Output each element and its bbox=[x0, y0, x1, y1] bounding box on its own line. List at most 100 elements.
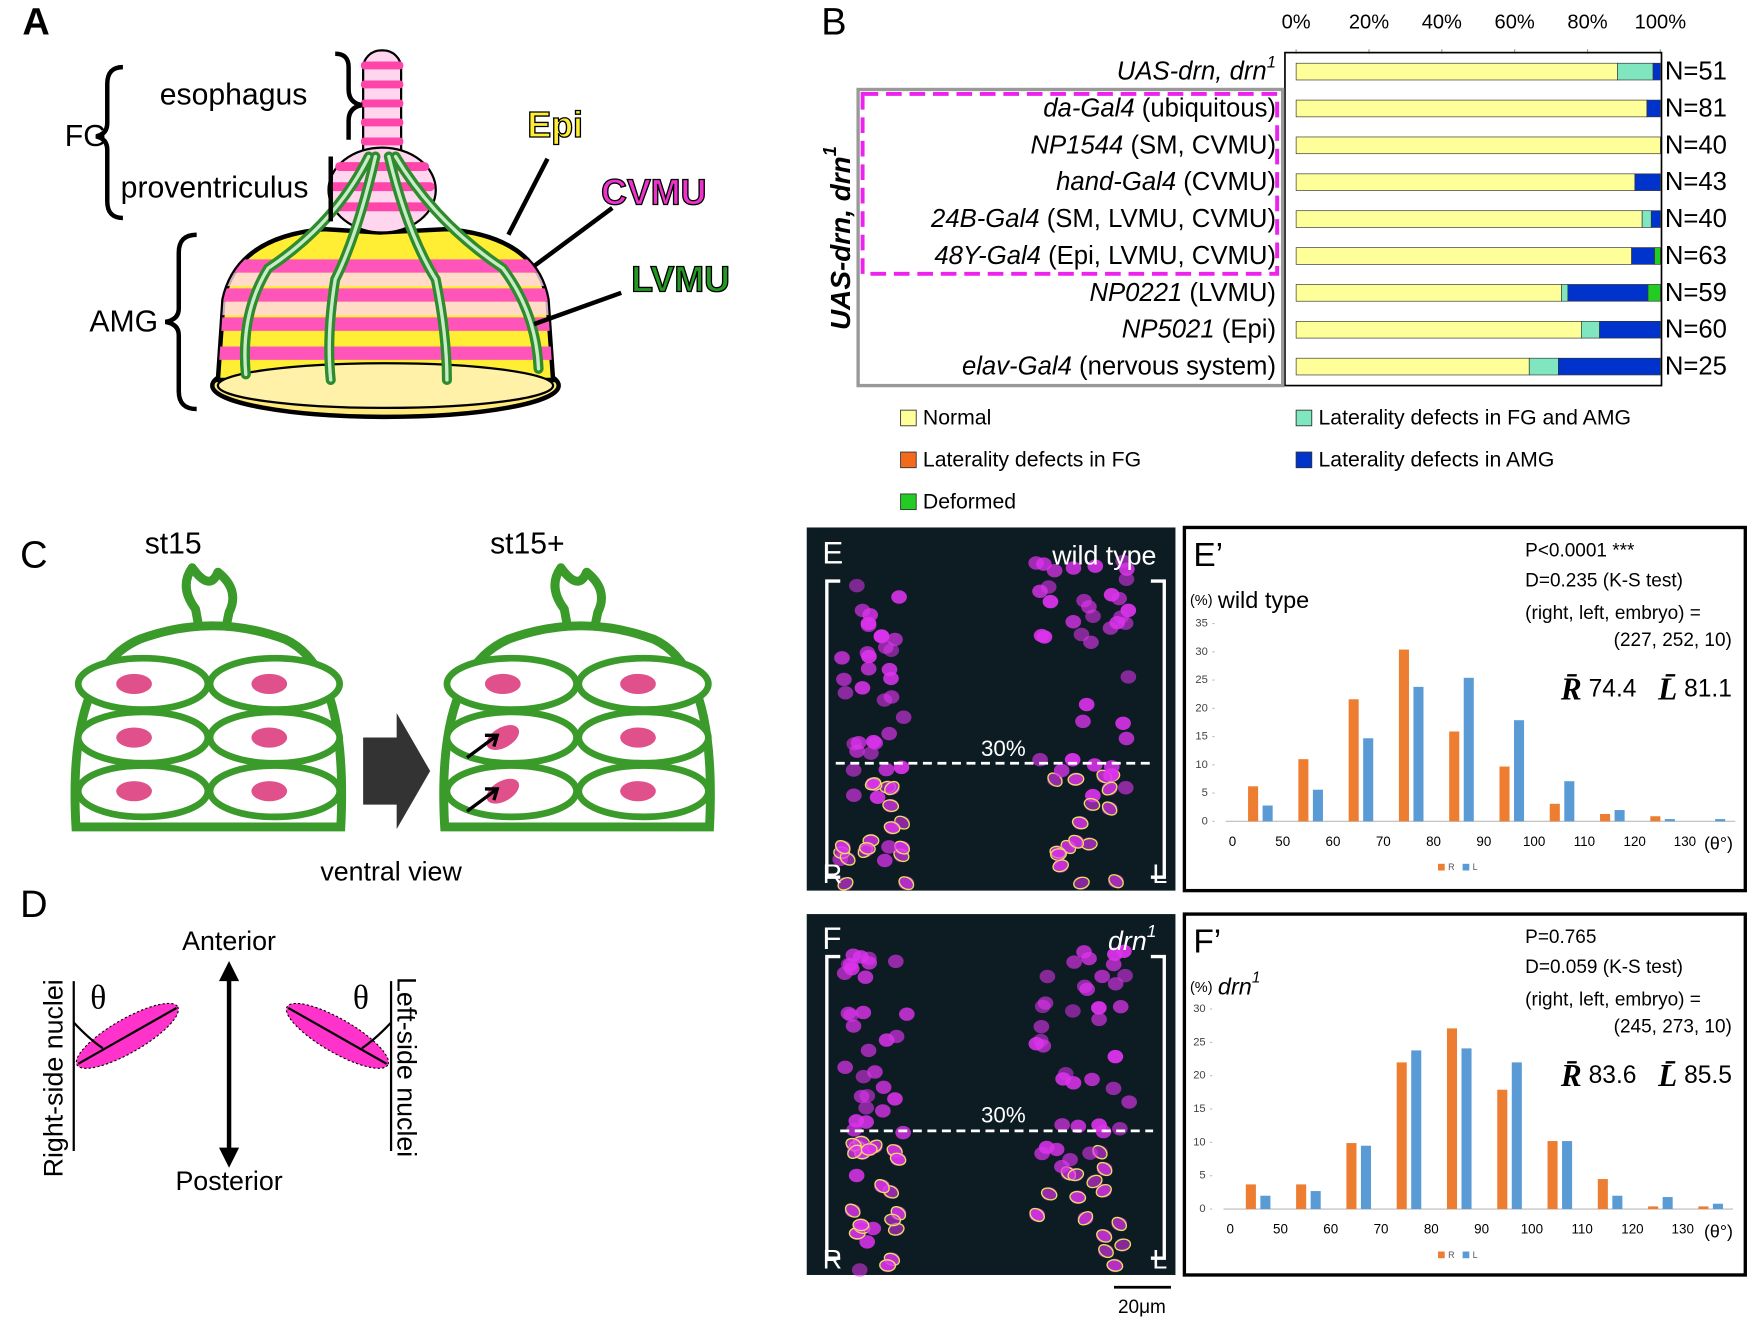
y-tick-label: 25 bbox=[1193, 1036, 1205, 1048]
panel-letter: B bbox=[821, 1, 846, 43]
nucleus bbox=[1084, 797, 1100, 812]
nucleus bbox=[1036, 630, 1053, 644]
genotype: drn1 bbox=[1108, 921, 1156, 956]
pointer bbox=[532, 206, 614, 268]
label: CVMU bbox=[601, 172, 706, 212]
chart-frame bbox=[1182, 525, 1747, 893]
side-label: R bbox=[823, 859, 842, 889]
nucleus-outline bbox=[1086, 1174, 1103, 1189]
bar bbox=[1650, 816, 1661, 822]
bar bbox=[1597, 1179, 1608, 1210]
y-tick-label: 15 bbox=[1193, 1103, 1205, 1115]
bar-segment bbox=[1295, 357, 1530, 376]
arrow bbox=[363, 712, 431, 830]
nucleus bbox=[840, 1006, 857, 1021]
panel-letter: C bbox=[20, 534, 47, 576]
y-tick-label: 5 bbox=[1199, 1170, 1205, 1182]
nucleus bbox=[1054, 1118, 1070, 1132]
nucleus bbox=[859, 1089, 876, 1103]
bar bbox=[1446, 1028, 1458, 1210]
bar bbox=[1310, 1191, 1321, 1210]
legend-swatch bbox=[1295, 409, 1313, 427]
nucleus bbox=[1091, 1001, 1107, 1015]
nucleus bbox=[1033, 1019, 1050, 1034]
nucleus bbox=[1081, 951, 1097, 966]
nucleus bbox=[859, 1235, 876, 1249]
x-tick-label: 110 bbox=[1574, 834, 1595, 849]
nucleus-axis bbox=[287, 1006, 388, 1065]
nucleus bbox=[1117, 781, 1134, 795]
nucleus-outline bbox=[1071, 816, 1089, 830]
bar bbox=[1612, 1195, 1623, 1210]
y-tick-label: 48Y-Gal4 (Epi, LVMU, CVMU) bbox=[934, 242, 1276, 270]
label: Posterior bbox=[175, 1166, 282, 1196]
y-tick-label: 30 bbox=[1195, 646, 1207, 658]
bar bbox=[1363, 738, 1374, 822]
x-tick-label: 60 bbox=[1323, 1222, 1338, 1237]
nucleus bbox=[888, 1029, 905, 1044]
n-label: N=81 bbox=[1665, 94, 1727, 122]
bar bbox=[1298, 759, 1309, 822]
nucleus-outline bbox=[1083, 797, 1101, 811]
nucleus bbox=[846, 788, 862, 802]
nucleus bbox=[1032, 584, 1048, 599]
bar-segment bbox=[1295, 210, 1643, 228]
chart-title: drn1 bbox=[1218, 970, 1260, 1000]
nucleus bbox=[837, 1060, 853, 1075]
nuclei bbox=[836, 944, 1137, 1277]
bar-segment bbox=[1617, 62, 1654, 81]
neck bbox=[550, 563, 606, 641]
bar bbox=[1398, 649, 1409, 822]
y-tick-label: hand-Gal4 (CVMU) bbox=[1056, 168, 1276, 196]
panel-letter: D bbox=[20, 884, 47, 926]
nucleus-outline bbox=[884, 780, 900, 796]
bar bbox=[1499, 766, 1510, 822]
nucleus bbox=[1115, 554, 1132, 569]
scale-label: 20μm bbox=[1118, 1297, 1166, 1318]
bar-segment bbox=[1647, 284, 1661, 302]
nucleus-outline bbox=[1073, 876, 1090, 890]
nucleus bbox=[899, 1007, 915, 1021]
x-tick-label: 80% bbox=[1567, 11, 1607, 33]
bar-segment bbox=[1295, 99, 1648, 118]
nucleus bbox=[890, 1152, 906, 1166]
nucleus bbox=[836, 672, 852, 687]
label: ventral view bbox=[320, 857, 462, 887]
micrograph-e: E wild type 30% R L bbox=[806, 527, 1176, 891]
nucleus bbox=[1105, 957, 1122, 972]
nucleus bbox=[1052, 859, 1069, 873]
nucleus bbox=[1037, 996, 1054, 1010]
bar-segment bbox=[1652, 62, 1661, 81]
bar bbox=[1712, 1203, 1723, 1210]
nucleus-outline bbox=[1108, 874, 1124, 889]
label: FG bbox=[65, 120, 107, 153]
nucleus-outline bbox=[834, 840, 851, 855]
annotation: (227, 252, 10) bbox=[1614, 630, 1732, 651]
mean-label: R̄ 83.6 bbox=[1560, 1057, 1637, 1092]
nucleus-outline bbox=[1052, 859, 1069, 873]
bar-segment bbox=[1295, 136, 1661, 155]
legend-label: Deformed bbox=[923, 490, 1016, 513]
bar bbox=[1562, 1141, 1573, 1210]
nucleus bbox=[1050, 847, 1067, 862]
n-label: N=60 bbox=[1665, 316, 1727, 344]
nucleus-outline bbox=[882, 799, 900, 813]
nucleus bbox=[620, 727, 656, 748]
label: st15 bbox=[145, 528, 202, 561]
nucleus-outline bbox=[874, 1179, 890, 1194]
nucleus-outline bbox=[1114, 1238, 1132, 1252]
nucleus bbox=[851, 1263, 868, 1277]
bar bbox=[1248, 786, 1259, 822]
x-tick-label: 100 bbox=[1523, 834, 1545, 849]
x-tick-label: 0 bbox=[1229, 834, 1236, 849]
y-tick-label: 30 bbox=[1193, 1003, 1205, 1015]
nucleus bbox=[1112, 999, 1129, 1014]
nucleus bbox=[251, 781, 288, 802]
bar-segment bbox=[1561, 284, 1569, 302]
bar-segment bbox=[1599, 320, 1661, 339]
nucleus-outline bbox=[839, 851, 856, 866]
panel-letter: F’ bbox=[1193, 924, 1221, 961]
nucleus bbox=[875, 1080, 892, 1095]
annotation: P<0.0001 *** bbox=[1525, 540, 1635, 561]
nucleus bbox=[834, 651, 850, 665]
